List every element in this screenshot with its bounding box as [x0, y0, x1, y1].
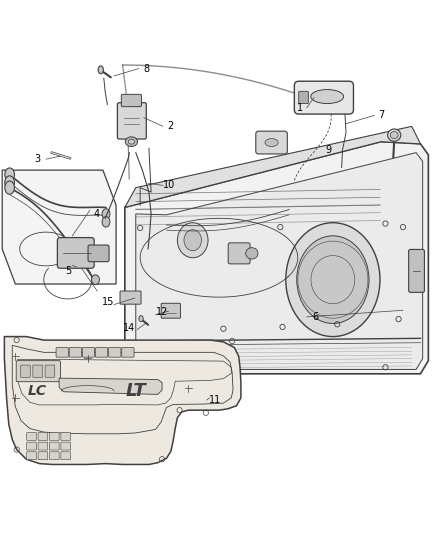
Ellipse shape: [311, 90, 343, 103]
FancyBboxPatch shape: [38, 432, 48, 440]
Ellipse shape: [246, 248, 258, 259]
FancyBboxPatch shape: [21, 365, 30, 377]
FancyBboxPatch shape: [49, 432, 59, 440]
FancyBboxPatch shape: [33, 365, 42, 377]
FancyBboxPatch shape: [117, 103, 146, 139]
Text: LT: LT: [125, 382, 146, 400]
FancyBboxPatch shape: [161, 303, 180, 318]
Text: 3: 3: [34, 154, 40, 164]
Ellipse shape: [390, 132, 398, 139]
Ellipse shape: [102, 216, 110, 227]
FancyBboxPatch shape: [228, 243, 250, 264]
Ellipse shape: [5, 176, 14, 189]
FancyBboxPatch shape: [95, 348, 108, 357]
Text: 7: 7: [378, 110, 384, 120]
FancyBboxPatch shape: [49, 452, 59, 459]
FancyBboxPatch shape: [56, 348, 68, 357]
Ellipse shape: [177, 223, 208, 258]
FancyBboxPatch shape: [61, 432, 71, 440]
FancyBboxPatch shape: [120, 291, 141, 304]
Text: 4: 4: [93, 209, 99, 219]
FancyBboxPatch shape: [27, 432, 36, 440]
Polygon shape: [125, 142, 428, 374]
FancyBboxPatch shape: [27, 452, 36, 459]
FancyBboxPatch shape: [45, 365, 55, 377]
FancyBboxPatch shape: [38, 442, 48, 450]
FancyBboxPatch shape: [121, 94, 141, 107]
FancyBboxPatch shape: [57, 238, 94, 268]
Text: LC: LC: [28, 384, 47, 398]
FancyBboxPatch shape: [122, 348, 134, 357]
Polygon shape: [136, 152, 423, 369]
Text: 2: 2: [168, 122, 174, 131]
Text: 11: 11: [208, 395, 221, 405]
FancyBboxPatch shape: [16, 361, 60, 382]
Ellipse shape: [265, 139, 278, 147]
FancyBboxPatch shape: [69, 348, 81, 357]
FancyBboxPatch shape: [256, 131, 287, 154]
Ellipse shape: [5, 181, 14, 194]
FancyBboxPatch shape: [88, 245, 109, 262]
Ellipse shape: [128, 139, 134, 144]
FancyBboxPatch shape: [82, 348, 95, 357]
Polygon shape: [125, 126, 420, 207]
Ellipse shape: [92, 275, 99, 285]
FancyBboxPatch shape: [61, 442, 71, 450]
Ellipse shape: [286, 223, 380, 336]
Text: 14: 14: [123, 323, 135, 333]
Ellipse shape: [102, 209, 110, 219]
Ellipse shape: [388, 129, 401, 141]
FancyBboxPatch shape: [38, 452, 48, 459]
Text: 10: 10: [162, 181, 175, 190]
Ellipse shape: [297, 236, 369, 324]
Ellipse shape: [5, 168, 14, 181]
Text: 6: 6: [312, 312, 318, 322]
Text: 5: 5: [65, 266, 71, 276]
FancyBboxPatch shape: [49, 442, 59, 450]
Polygon shape: [2, 170, 116, 284]
Ellipse shape: [98, 66, 103, 74]
Polygon shape: [59, 378, 162, 394]
Text: 1: 1: [297, 103, 303, 113]
FancyBboxPatch shape: [409, 249, 424, 292]
FancyBboxPatch shape: [109, 348, 121, 357]
Text: 12: 12: [156, 308, 168, 318]
FancyBboxPatch shape: [27, 442, 36, 450]
Ellipse shape: [125, 137, 138, 147]
Text: 9: 9: [325, 146, 332, 156]
Polygon shape: [4, 336, 241, 464]
Ellipse shape: [139, 316, 143, 322]
FancyBboxPatch shape: [294, 81, 353, 114]
FancyBboxPatch shape: [299, 91, 308, 103]
FancyBboxPatch shape: [61, 452, 71, 459]
Text: 8: 8: [144, 63, 150, 74]
Ellipse shape: [184, 230, 201, 251]
Text: 15: 15: [102, 297, 115, 308]
